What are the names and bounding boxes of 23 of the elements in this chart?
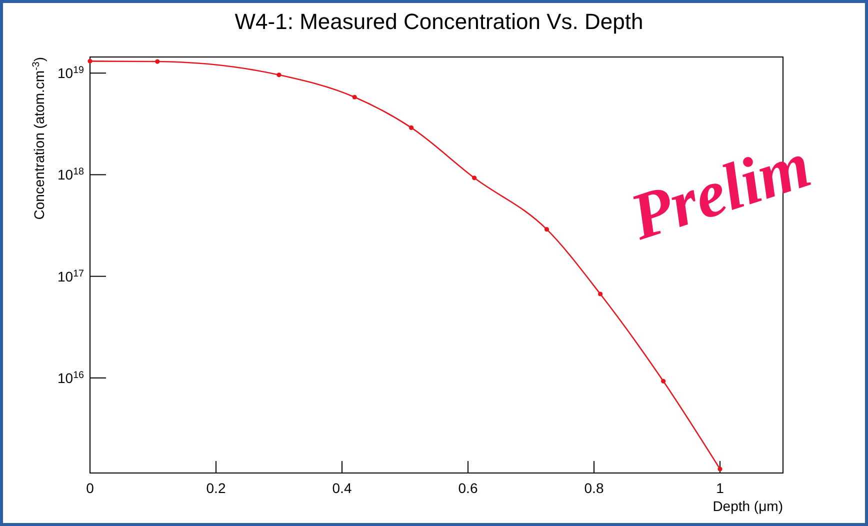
point [409,125,414,130]
x-axis-title: Depth (μm) [712,498,783,514]
y-tick-label: 10$^{17}$ [58,268,84,284]
y-tick-label: 10$^{19}$ [58,64,84,82]
x-tick-label: 0.6 [458,480,478,496]
point [472,176,477,180]
x-tick-label: 0.4 [332,480,352,496]
point [352,94,357,100]
point [88,58,92,64]
point [718,466,722,472]
point [155,59,160,64]
point [276,72,282,78]
y-tick-label: 10$^{16}$ [58,369,85,386]
x-tick-label: 0.2 [206,480,226,496]
chart-title: W4-1: Measured Concentration Vs. Depth [234,9,644,34]
annotation: Prelim [621,128,819,255]
x-tick-label: 0 [86,480,94,496]
y-tick-label: 10$^{18}$ [58,166,85,183]
x-tick-label: 0.8 [584,480,604,496]
point [661,378,666,384]
x-tick-label: 1 [716,480,724,496]
point [598,292,603,296]
point [544,227,550,232]
